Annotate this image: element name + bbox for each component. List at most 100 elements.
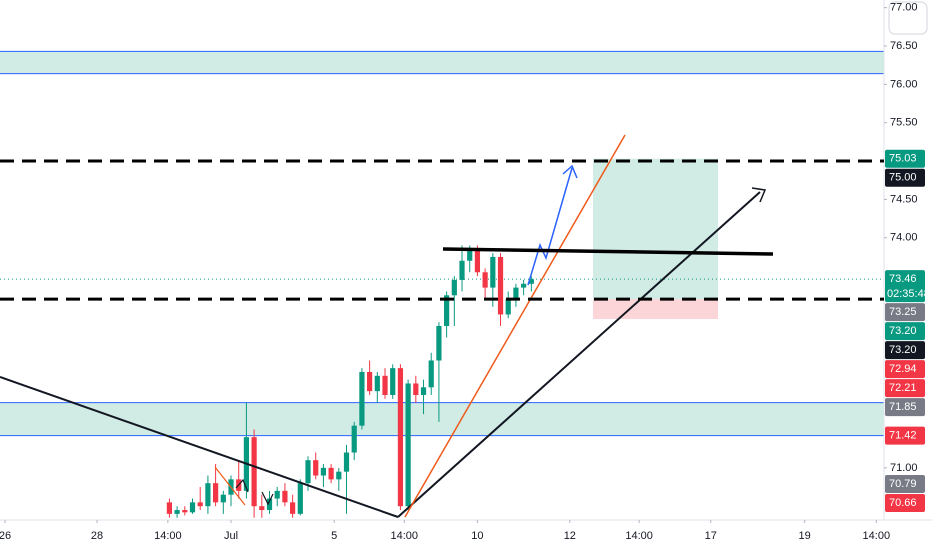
candle-body	[251, 437, 257, 507]
candle-body	[459, 260, 465, 280]
candle-body	[266, 498, 273, 511]
price-label-box	[885, 149, 925, 168]
y-tick-label: 74.00	[890, 232, 918, 244]
candle-body	[328, 467, 334, 480]
candle-body	[359, 371, 365, 426]
arrow-head	[261, 491, 274, 506]
candle-body	[343, 452, 350, 472]
y-tick-label: 71.00	[890, 462, 918, 474]
price-label-box	[885, 360, 925, 379]
price-label: 75.03	[889, 153, 917, 165]
candle-body	[413, 383, 419, 395]
trend-line	[404, 134, 626, 518]
x-tick-label: 26	[0, 530, 11, 542]
candle-body	[428, 360, 434, 388]
price-label: 71.42	[889, 430, 917, 442]
candle-body	[205, 483, 211, 507]
candle-body	[313, 460, 319, 476]
candle-body	[397, 368, 404, 507]
x-tick-label: 14:00	[863, 530, 891, 542]
y-tick-label: 77.00	[890, 2, 918, 14]
price-label-box	[885, 270, 925, 303]
candle-body	[467, 249, 473, 261]
candle-body	[513, 287, 519, 300]
x-tick-label: 17	[705, 530, 717, 542]
zone	[0, 402, 884, 436]
candle-body	[336, 471, 342, 480]
candle-body	[220, 494, 226, 503]
price-label-box	[885, 322, 925, 341]
trend-line	[214, 466, 246, 506]
candle-body	[490, 256, 496, 288]
price-label-box	[885, 379, 925, 398]
candle-body	[290, 502, 296, 514]
candle-body	[189, 502, 196, 513]
price-label: 73.46	[889, 273, 917, 285]
candle-body	[521, 283, 527, 288]
price-label-box	[885, 474, 925, 493]
candle-body	[497, 256, 504, 315]
candle-body	[451, 279, 457, 296]
candle-body	[405, 383, 411, 507]
candle-body	[436, 325, 442, 361]
candle-body	[444, 295, 450, 326]
x-tick-label: 10	[471, 530, 483, 542]
resistance-line	[442, 247, 774, 256]
y-tick-label: 75.50	[890, 117, 918, 129]
x-tick-label: 5	[331, 530, 337, 542]
price-label: 75.00	[889, 172, 917, 184]
candle-body	[320, 467, 327, 476]
candle-body	[351, 425, 357, 453]
candle-body	[367, 371, 373, 392]
price-label-box	[885, 426, 925, 445]
candle-body	[474, 249, 481, 273]
candle-body	[174, 510, 180, 514]
candle-body	[420, 387, 427, 395]
y-tick-label: 76.00	[890, 78, 918, 90]
arrow-head	[751, 187, 767, 203]
price-label-box	[885, 168, 925, 187]
candle-body	[505, 299, 511, 315]
profit-zone	[593, 158, 718, 300]
countdown: 02:35:48	[887, 288, 930, 300]
candle-body	[382, 375, 388, 395]
x-tick-label: 14:00	[154, 530, 182, 542]
x-tick-label: 14:00	[391, 530, 419, 542]
loss-zone	[593, 299, 718, 320]
candle-body	[297, 483, 303, 514]
axes: 71.00 74.00 74.50 75.50 76.00 76.50 77.00 26 28 1…	[0, 2, 930, 542]
y-tick-label: 76.50	[890, 40, 918, 52]
drawings	[0, 134, 774, 518]
y-tick-label: 74.50	[890, 193, 918, 205]
candle-body	[482, 272, 488, 288]
candle-body	[166, 502, 173, 514]
price-label: 72.21	[889, 382, 917, 394]
trend-line	[0, 376, 399, 518]
zone	[0, 51, 884, 74]
price-label-box	[885, 341, 925, 360]
candle-body	[282, 490, 288, 503]
candles	[166, 245, 534, 518]
price-label: 72.94	[889, 363, 917, 375]
x-tick-label: 28	[91, 530, 103, 542]
arrow-head	[235, 478, 249, 493]
arrow-head	[562, 164, 578, 179]
x-tick-label: 12	[564, 530, 576, 542]
candle-body	[197, 502, 203, 507]
candle-body	[274, 490, 280, 499]
settings-button[interactable]	[888, 1, 928, 35]
price-label: 71.85	[889, 401, 917, 413]
price-label: 73.20	[889, 325, 917, 337]
price-label: 70.79	[889, 478, 917, 490]
x-tick-label: Jul	[224, 530, 238, 542]
price-label-box	[885, 493, 925, 512]
candle-body	[259, 506, 265, 511]
candle-body	[528, 279, 534, 284]
x-tick-label: 19	[799, 530, 811, 542]
candle-body	[305, 460, 311, 484]
drawings-under	[0, 50, 884, 437]
x-tick-label: 14:00	[625, 530, 653, 542]
price-label: 73.20	[889, 344, 917, 356]
